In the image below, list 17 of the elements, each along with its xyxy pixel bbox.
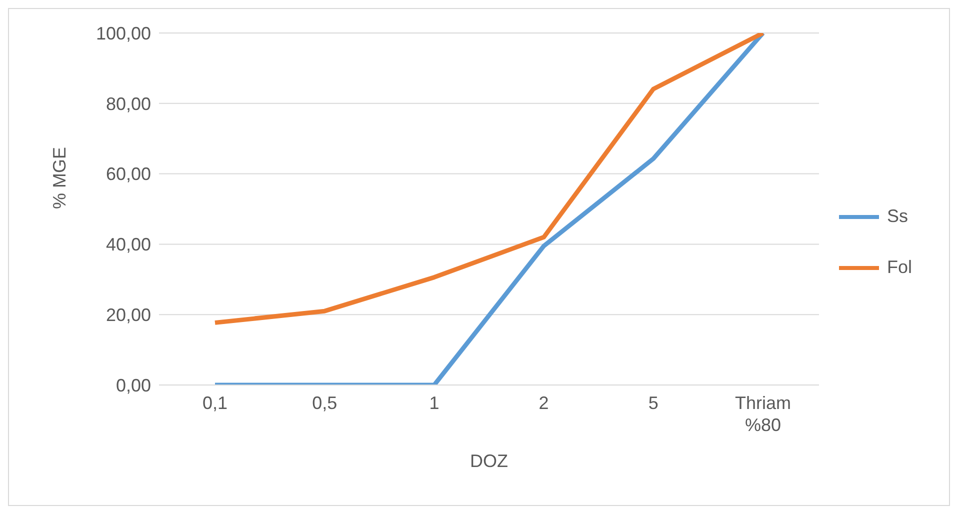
y-axis-title: % MGE — [49, 146, 70, 209]
x-tick-label: 0,5 — [312, 393, 338, 413]
x-tick-label: 5 — [648, 393, 658, 413]
legend-label: Ss — [887, 206, 908, 227]
y-tick-label: 0,00 — [116, 375, 151, 396]
x-tick-label: 1 — [429, 393, 440, 413]
x-axis-title: DOZ — [470, 451, 508, 471]
y-tick-label: 60,00 — [106, 164, 151, 184]
x-tick-label: 2 — [538, 393, 549, 413]
y-tick-label: 20,00 — [106, 304, 151, 325]
y-tick-label: 100,00 — [96, 23, 151, 44]
x-tick-label: Thriam %80 — [734, 393, 792, 435]
y-tick-label: 80,00 — [106, 94, 151, 114]
line-series — [212, 33, 766, 325]
legend-label: Fol — [887, 257, 912, 278]
x-tick-label: 0,1 — [202, 393, 228, 413]
y-tick-label: 40,00 — [106, 234, 151, 255]
